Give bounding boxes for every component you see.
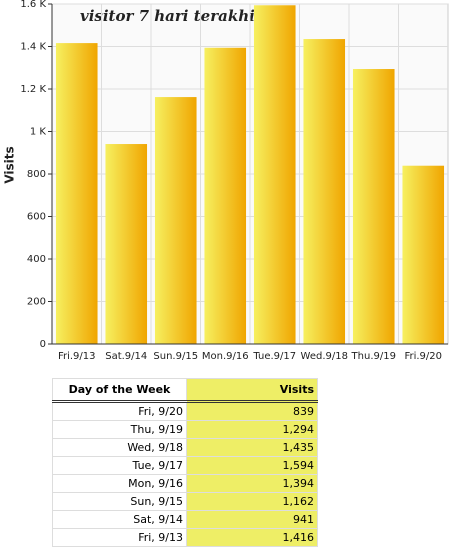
x-tick-label: Sat.9/14 xyxy=(105,351,147,362)
y-axis-label: Visits xyxy=(3,146,17,183)
bar xyxy=(204,47,247,345)
table-cell: 1,294 xyxy=(186,420,318,439)
bar xyxy=(402,165,445,344)
x-tick-label: Mon.9/16 xyxy=(202,351,249,362)
bar xyxy=(154,97,197,344)
y-tick-label: 1.4 K xyxy=(20,42,46,53)
table-cell: Sun, 9/15 xyxy=(52,492,187,511)
bar xyxy=(105,144,148,344)
chart: visitor 7 hari terakhir Visits 0 200 400 60… xyxy=(3,0,449,362)
y-tick-label: 800 xyxy=(27,169,46,180)
table-row: Sat, 9/14 941 xyxy=(52,510,318,529)
table-cell: 1,416 xyxy=(186,528,318,547)
table-row: Tue, 9/17 1,594 xyxy=(52,456,318,475)
table-cell: Tue, 9/17 xyxy=(52,456,187,475)
y-tick-label: 1.2 K xyxy=(20,84,46,95)
table-cell: Wed, 9/18 xyxy=(52,438,187,457)
table-row: Sun, 9/15 1,162 xyxy=(52,492,318,511)
x-tick-label: Wed.9/18 xyxy=(301,351,348,362)
column-header: Day of the Week xyxy=(52,378,187,403)
table-row: Fri, 9/13 1,416 xyxy=(52,528,318,547)
y-tick-label: 200 xyxy=(27,297,46,308)
table-cell: 1,162 xyxy=(186,492,318,511)
y-tick-label: 600 xyxy=(27,212,46,223)
table-cell: 941 xyxy=(186,510,318,529)
table-header: Day of the Week Visits xyxy=(52,378,318,403)
y-tick-label: 1.6 K xyxy=(20,0,46,10)
table-cell: 1,594 xyxy=(186,456,318,475)
y-tick-label: 0 xyxy=(40,339,46,350)
x-tick-label: Tue.9/17 xyxy=(252,351,296,362)
x-tick-label: Sun.9/15 xyxy=(153,351,198,362)
table-row: Fri, 9/20 839 xyxy=(52,401,318,421)
chart-title: visitor 7 hari terakhir xyxy=(80,7,264,25)
bar xyxy=(352,69,395,345)
bar xyxy=(55,43,98,344)
table-cell: 1,435 xyxy=(186,438,318,457)
x-tick-label: Thu.9/19 xyxy=(351,351,396,362)
y-tick-label: 1 K xyxy=(30,127,47,138)
table-cell: Sat, 9/14 xyxy=(52,510,187,529)
data-table: Day of the Week Visits Fri, 9/20 839 Thu, 9/… xyxy=(52,378,318,547)
table-body: Fri, 9/20 839 Thu, 9/19 1,294 Wed, 9/18 1,435… xyxy=(52,401,318,547)
table-cell: 1,394 xyxy=(186,474,318,493)
table-cell: Mon, 9/16 xyxy=(52,474,187,493)
table-cell: Fri, 9/20 xyxy=(52,401,187,421)
bar xyxy=(303,39,346,344)
bar xyxy=(253,5,296,345)
y-tick-label: 400 xyxy=(27,254,46,265)
column-header: Visits xyxy=(186,378,318,403)
table-row: Wed, 9/18 1,435 xyxy=(52,438,318,457)
x-tick-label: Fri.9/20 xyxy=(404,351,442,362)
table-cell: Fri, 9/13 xyxy=(52,528,187,547)
x-tick-label: Fri.9/13 xyxy=(58,351,96,362)
table-cell: 839 xyxy=(186,401,318,421)
table-cell: Thu, 9/19 xyxy=(52,420,187,439)
table-row: Mon, 9/16 1,394 xyxy=(52,474,318,493)
table-row: Thu, 9/19 1,294 xyxy=(52,420,318,439)
